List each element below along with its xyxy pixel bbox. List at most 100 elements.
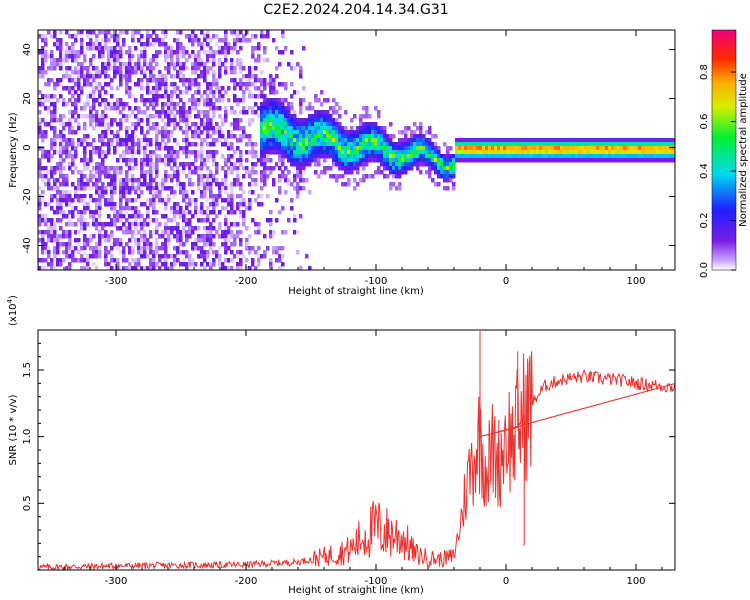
spectrogram-cell — [80, 186, 84, 191]
spectrogram-cell — [623, 142, 627, 147]
spectrogram-cell — [287, 122, 291, 127]
spectrogram-cell — [170, 102, 174, 107]
spectrogram-cell — [62, 242, 66, 247]
spectrogram-cell — [581, 158, 585, 163]
spectrogram-cell — [209, 178, 213, 183]
spectrogram-cell — [485, 158, 489, 163]
spectrogram-cell — [104, 66, 108, 71]
spectrogram-cell — [224, 190, 228, 195]
spectrogram-cell — [668, 158, 672, 163]
spectrogram-cell — [266, 122, 270, 127]
spectrogram-cell — [128, 162, 132, 167]
spectrogram-cell — [53, 34, 57, 39]
spectrogram-cell — [284, 114, 288, 119]
spectrogram-cell — [602, 142, 606, 147]
spectrogram-cell — [44, 258, 48, 263]
spectrogram-cell — [203, 62, 207, 67]
spectrogram-cell — [188, 222, 192, 227]
spectrogram-cell — [338, 106, 342, 111]
spectrogram-cell — [80, 258, 84, 263]
spectrogram-cell — [176, 54, 180, 59]
spectrogram-cell — [77, 114, 81, 119]
spectrogram-cell — [266, 194, 270, 199]
spectrogram-cell — [191, 62, 195, 67]
spectrogram-cell — [365, 122, 369, 127]
spectrogram-cell — [113, 70, 117, 75]
spectrogram-cell — [404, 162, 408, 167]
spectrogram-cell — [65, 122, 69, 127]
spectrogram-cell — [113, 66, 117, 71]
spectrogram-cell — [551, 150, 555, 155]
spectrogram-cell — [236, 166, 240, 171]
spectrogram-cell — [536, 150, 540, 155]
spectrogram-cell — [128, 70, 132, 75]
snr-y-multiplier: (x104) — [6, 295, 19, 326]
spectrogram-cell — [179, 42, 183, 47]
spectrogram-cell — [452, 166, 456, 171]
spectrogram-cell — [368, 142, 372, 147]
spectrogram-cell — [128, 58, 132, 63]
spectrogram-cell — [221, 266, 225, 270]
spectrogram-cell — [374, 106, 378, 111]
spectrogram-cell — [131, 154, 135, 159]
spectrogram-cell — [287, 178, 291, 183]
spectrogram-cell — [128, 230, 132, 235]
spectrogram-cell — [41, 214, 45, 219]
spectrogram-cell — [134, 218, 138, 223]
spectrogram-cell — [137, 82, 141, 87]
spectrogram-cell — [185, 122, 189, 127]
spectrogram-cell — [146, 90, 150, 95]
spectrogram-cell — [281, 118, 285, 123]
spectrogram-cell — [59, 258, 63, 263]
spectrogram-cell — [380, 158, 384, 163]
spectrogram-cell — [314, 126, 318, 131]
spectrogram-cell — [149, 266, 153, 270]
spectrogram-cell — [125, 86, 129, 91]
spectrogram-cell — [227, 98, 231, 103]
spectrogram-cell — [506, 142, 510, 147]
spectrogram-cell — [116, 158, 120, 163]
spectrogram-cell — [350, 134, 354, 139]
spectrogram-cell — [146, 238, 150, 243]
spectrogram-cell — [56, 38, 60, 43]
spectrogram-cell — [158, 158, 162, 163]
spectrogram-cell — [218, 66, 222, 71]
spectrogram-cell — [221, 38, 225, 43]
spectrogram-cell — [146, 130, 150, 135]
spectrogram-cell — [218, 138, 222, 143]
spectrogram-cell — [104, 246, 108, 251]
spectrogram-cell — [74, 58, 78, 63]
spectrogram-cell — [155, 102, 159, 107]
spectrogram-cell — [671, 138, 675, 143]
spectrogram-cell — [338, 154, 342, 159]
spectrogram-cell — [197, 238, 201, 243]
spectrogram-cell — [80, 42, 84, 47]
spectrogram-cell — [311, 142, 315, 147]
spectrogram-cell — [377, 114, 381, 119]
spectrogram-cell — [134, 242, 138, 247]
spectrogram-cell — [362, 134, 366, 139]
spectrogram-cell — [281, 150, 285, 155]
spectrogram-cell — [161, 30, 165, 35]
spectrogram-cell — [275, 138, 279, 143]
spectrogram-cell — [215, 162, 219, 167]
spectrogram-cell — [182, 214, 186, 219]
spectrogram-cell — [80, 246, 84, 251]
spectrogram-cell — [452, 174, 456, 179]
spectrogram-cell — [296, 174, 300, 179]
spectrogram-cell — [284, 190, 288, 195]
spectrogram-cell — [212, 262, 216, 267]
spectrogram-cell — [197, 90, 201, 95]
spectrogram-cell — [224, 118, 228, 123]
spectrogram-cell — [170, 146, 174, 151]
spectrogram-cell — [653, 150, 657, 155]
spectrogram-cell — [101, 86, 105, 91]
spectrogram-cell — [164, 162, 168, 167]
spectrogram-cell — [98, 222, 102, 227]
spectrogram-cell — [170, 226, 174, 231]
spectrogram-cell — [182, 110, 186, 115]
spectrogram-cell — [131, 174, 135, 179]
spectrogram-cell — [131, 134, 135, 139]
spectrogram-cell — [431, 150, 435, 155]
spectrogram-cell — [317, 150, 321, 155]
